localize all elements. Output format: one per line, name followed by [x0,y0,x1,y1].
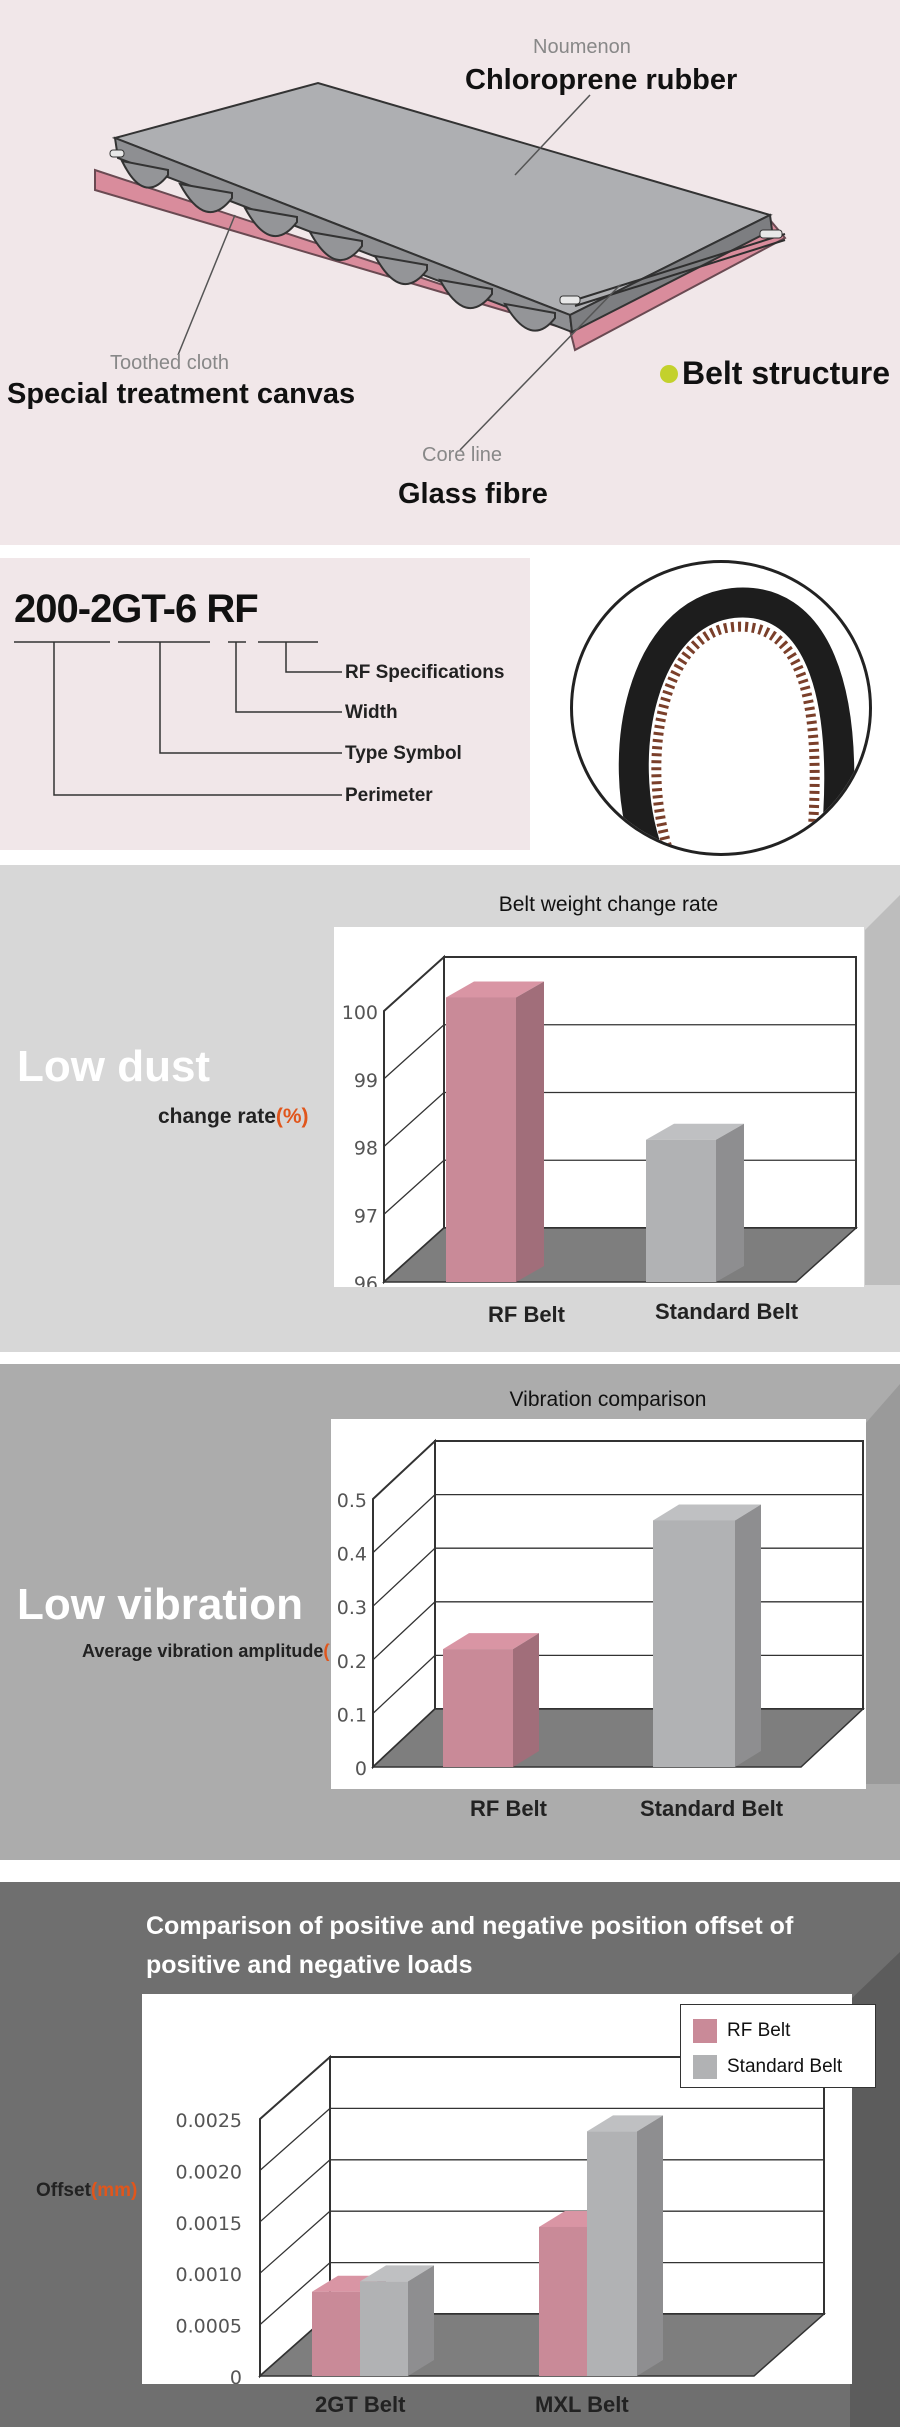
offset-cat-2gt: 2GT Belt [315,2392,406,2417]
vibration-chart-area: 0 0.1 0.2 0.3 0.4 0.5 [331,1419,866,1789]
offset-title-2: positive and negative loads [146,1951,473,1979]
y-tick-label: 0.1 [337,1704,367,1726]
offset-cat-mxl: MXL Belt [535,2392,629,2417]
code-rf: RF [206,587,258,631]
dust-cat-rf: RF Belt [488,1302,565,1327]
legend-perimeter: Perimeter [345,785,433,806]
legend-swatch-rf [693,2019,717,2043]
legend-standard-belt: Standard Belt [693,2055,842,2079]
belt-diagram [94,81,787,451]
low-dust-heading: Low dust [17,1042,211,1091]
low-dust-section: Belt weight change rate Low dust change … [0,865,900,1352]
offset-chart: 0 0.0005 0.0010 0.0015 0.0020 0.0025 [176,2054,826,2389]
y-tick-label: 0.0015 [176,2213,242,2235]
belt-structure-heading: Belt structure [660,355,890,392]
offset-bar-mxl-standard [587,2115,663,2376]
core-line-value: Glass fibre [398,478,548,510]
dust-sub-unit: (%) [275,1105,309,1128]
y-tick-label: 0.0025 [176,2110,242,2132]
y-tick-label: 0.2 [337,1651,367,1673]
legend-standard-label: Standard Belt [727,2056,843,2077]
dust-chart-title: Belt weight change rate [498,893,719,916]
dust-bar-rf [446,981,544,1282]
gridline [383,1024,856,1080]
dust-chart-area: 96 97 98 99 100 [334,927,864,1295]
vibration-side-decoration [865,1384,900,1784]
y-tick-label: 0.0005 [176,2316,242,2338]
offset-chart-area: 0 0.0005 0.0010 0.0015 0.0020 0.0025 RF Belt … [142,1994,876,2389]
offset-ylabel: Offset(mm) [36,2180,137,2202]
legend-rf-belt: RF Belt [693,2019,790,2043]
offset-bar-2gt-standard [360,2265,434,2376]
code-connector-lines [14,641,342,796]
belt-structure-title: Belt structure [682,355,891,391]
belt-photo [570,560,872,856]
code-section: 200-2GT-6 RF RF Specifications Width Typ… [0,545,900,865]
vibration-chart-title: Vibration comparison [509,1388,707,1411]
dust-cat-standard: Standard Belt [655,1299,799,1324]
gridline [259,2056,824,2120]
y-tick-label: 0 [355,1758,367,1780]
dust-sub-label: change rate(%) [158,1105,309,1129]
y-tick-label: 100 [342,1002,378,1024]
dust-chart: 96 97 98 99 100 [342,954,858,1295]
belt-loop-icon [618,587,855,853]
noumenon-value: Chloroprene rubber [465,64,738,96]
y-tick-label: 0.3 [337,1597,367,1619]
offset-ylabel-unit: (mm) [90,2180,138,2201]
legend-rf-spec: RF Specifications [345,662,505,683]
vibration-bar-standard [653,1504,761,1767]
core-line-label: Core line [422,444,503,466]
offset-section: Comparison of positive and negative posi… [0,1882,900,2427]
legend-swatch-standard [693,2055,717,2079]
bullet-dot-icon [660,364,678,383]
code-type-symbol: 2GT- [90,587,176,631]
y-tick-label: 0.0010 [176,2264,242,2286]
y-tick-label: 0.4 [337,1544,367,1566]
vibration-sub-label: Average vibration amplitude(V [82,1641,330,1662]
offset-legend: RF Belt Standard Belt [680,2004,876,2088]
gridline [372,1440,863,1500]
dust-bar-standard [646,1123,744,1282]
vibration-cat-standard: Standard Belt [640,1796,784,1821]
low-vibration-section: Vibration comparison Low vibration Avera… [0,1364,900,1860]
belt-structure-section: Noumenon Chloroprene rubber Toothed clot… [0,0,900,545]
toothed-cloth-value: Special treatment canvas [7,378,356,410]
y-tick-label: 97 [354,1205,378,1227]
vibration-sub-text: Average vibration amplitude [82,1641,324,1661]
toothed-cloth-label: Toothed cloth [110,352,229,374]
offset-ylabel-text: Offset [36,2180,91,2201]
y-tick-label: 0.0020 [176,2161,242,2183]
y-tick-label: 96 [354,1273,378,1287]
noumenon-label: Noumenon [533,36,631,58]
legend-rf-label: RF Belt [727,2020,791,2041]
gridline [259,2107,824,2171]
vibration-cat-rf: RF Belt [470,1796,547,1821]
legend-type-symbol: Type Symbol [345,743,462,764]
dust-sub-text: change rate [158,1105,276,1128]
y-tick-label: 0 [230,2367,242,2384]
low-vibration-heading: Low vibration [17,1580,303,1629]
vibration-chart: 0 0.1 0.2 0.3 0.4 0.5 [337,1438,865,1780]
legend-width: Width [345,702,398,723]
y-tick-label: 0.5 [337,1490,367,1512]
product-code: 200-2GT-6 RF [14,587,259,632]
y-tick-label: 99 [354,1070,378,1092]
code-explanation-box [0,558,530,850]
code-perimeter: 200- [14,587,91,631]
vibration-sub-unit: (V [323,1641,330,1661]
y-tick-label: 98 [354,1138,378,1160]
gridline [383,956,856,1012]
dust-side-decoration [865,895,900,1285]
code-width: 6 [174,587,197,631]
vibration-bar-rf [443,1633,539,1767]
gridline [383,1091,856,1147]
gridline [372,1493,863,1554]
offset-title-1: Comparison of positive and negative posi… [146,1912,794,1940]
